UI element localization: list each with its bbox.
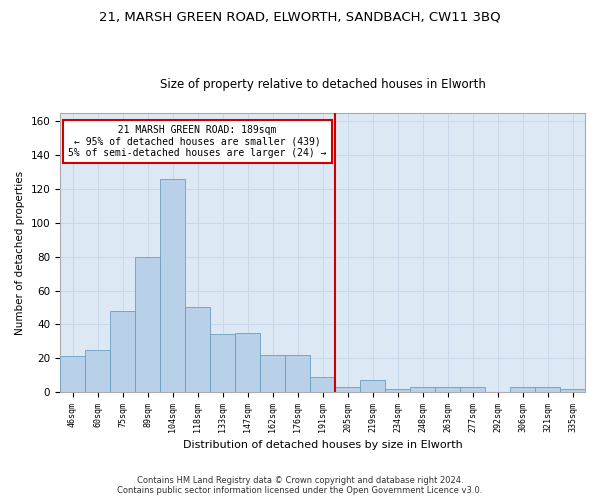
Bar xyxy=(460,387,485,392)
Bar xyxy=(335,387,360,392)
Bar xyxy=(560,388,585,392)
Bar xyxy=(110,311,135,392)
Bar xyxy=(360,380,385,392)
X-axis label: Distribution of detached houses by size in Elworth: Distribution of detached houses by size … xyxy=(182,440,463,450)
Bar xyxy=(410,387,435,392)
Bar xyxy=(185,308,210,392)
Bar xyxy=(310,376,335,392)
Bar xyxy=(60,356,85,392)
Bar xyxy=(535,387,560,392)
Bar xyxy=(510,387,535,392)
Bar xyxy=(260,355,285,392)
Bar xyxy=(210,334,235,392)
Text: 21 MARSH GREEN ROAD: 189sqm  
← 95% of detached houses are smaller (439)
5% of s: 21 MARSH GREEN ROAD: 189sqm ← 95% of det… xyxy=(68,125,327,158)
Y-axis label: Number of detached properties: Number of detached properties xyxy=(15,170,25,334)
Text: 21, MARSH GREEN ROAD, ELWORTH, SANDBACH, CW11 3BQ: 21, MARSH GREEN ROAD, ELWORTH, SANDBACH,… xyxy=(99,10,501,23)
Bar xyxy=(435,387,460,392)
Bar xyxy=(235,333,260,392)
Bar xyxy=(385,388,410,392)
Bar xyxy=(85,350,110,392)
Title: Size of property relative to detached houses in Elworth: Size of property relative to detached ho… xyxy=(160,78,485,91)
Bar xyxy=(285,355,310,392)
Text: Contains HM Land Registry data © Crown copyright and database right 2024.
Contai: Contains HM Land Registry data © Crown c… xyxy=(118,476,482,495)
Bar xyxy=(160,179,185,392)
Bar xyxy=(135,256,160,392)
